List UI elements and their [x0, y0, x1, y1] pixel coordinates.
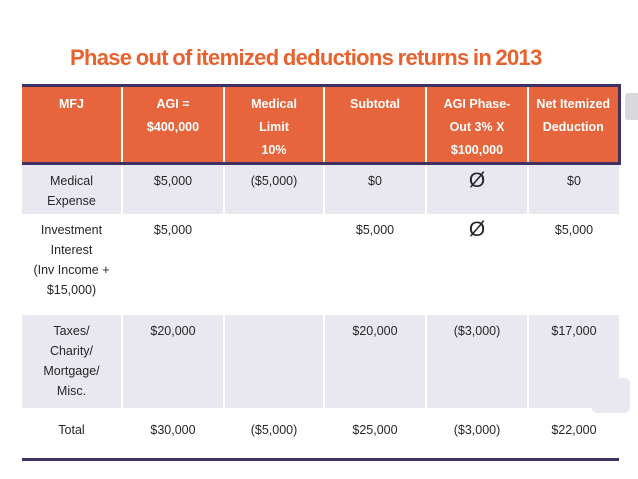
table-row-total: Total $30,000 ($5,000) $25,000 ($3,000) …	[22, 407, 619, 460]
column-header-subtotal: Subtotal	[323, 85, 426, 165]
table-cell: $0	[527, 163, 619, 214]
row-label: Total	[22, 407, 122, 460]
row-label: Taxes/ Charity/ Mortgage/ Misc.	[22, 314, 122, 408]
deductions-table-container: MFJ AGI = $400,000 Medical Limit 10% Sub…	[22, 84, 621, 461]
table-cell: ($5,000)	[223, 407, 324, 460]
table-cell: $5,000	[121, 163, 224, 214]
table-cell	[223, 314, 324, 408]
null-symbol-cell: Ø	[425, 163, 528, 214]
table-cell: $0	[323, 163, 426, 214]
slide-title: Phase out of itemized deductions returns…	[70, 45, 542, 70]
table-cell: $20,000	[323, 314, 426, 408]
row-label: Medical Expense	[22, 163, 122, 214]
table-cell: ($3,000)	[425, 314, 528, 408]
table-row-medical-expense: Medical Expense $5,000 ($5,000) $0 Ø $0	[22, 163, 619, 214]
table-row-investment-interest: Investment Interest (Inv Income + $15,00…	[22, 213, 619, 315]
table-cell: $5,000	[527, 213, 619, 315]
table-cell: $22,000	[527, 407, 619, 460]
row-label: Investment Interest (Inv Income + $15,00…	[22, 213, 122, 315]
table-cell: $30,000	[121, 407, 224, 460]
column-header-medical-limit: Medical Limit 10%	[223, 85, 324, 165]
table-cell: $25,000	[323, 407, 426, 460]
table-row-taxes-charity: Taxes/ Charity/ Mortgage/ Misc. $20,000 …	[22, 314, 619, 408]
slide-edge-tab-bottom	[592, 378, 630, 413]
table-cell: $5,000	[121, 213, 224, 315]
column-header-agi: AGI = $400,000	[121, 85, 224, 165]
slide-edge-tab-top	[625, 93, 638, 120]
column-header-mfj: MFJ	[22, 85, 122, 165]
table-cell: $20,000	[121, 314, 224, 408]
table-cell: $5,000	[323, 213, 426, 315]
table-cell: ($3,000)	[425, 407, 528, 460]
column-header-agi-phaseout: AGI Phase- Out 3% X $100,000	[425, 85, 528, 165]
null-symbol-cell: Ø	[425, 213, 528, 315]
header-row: MFJ AGI = $400,000 Medical Limit 10% Sub…	[22, 85, 621, 165]
deductions-table: MFJ AGI = $400,000 Medical Limit 10% Sub…	[22, 84, 621, 461]
table-cell: ($5,000)	[223, 163, 324, 214]
column-header-net-itemized: Net Itemized Deduction	[527, 85, 621, 165]
table-cell	[223, 213, 324, 315]
